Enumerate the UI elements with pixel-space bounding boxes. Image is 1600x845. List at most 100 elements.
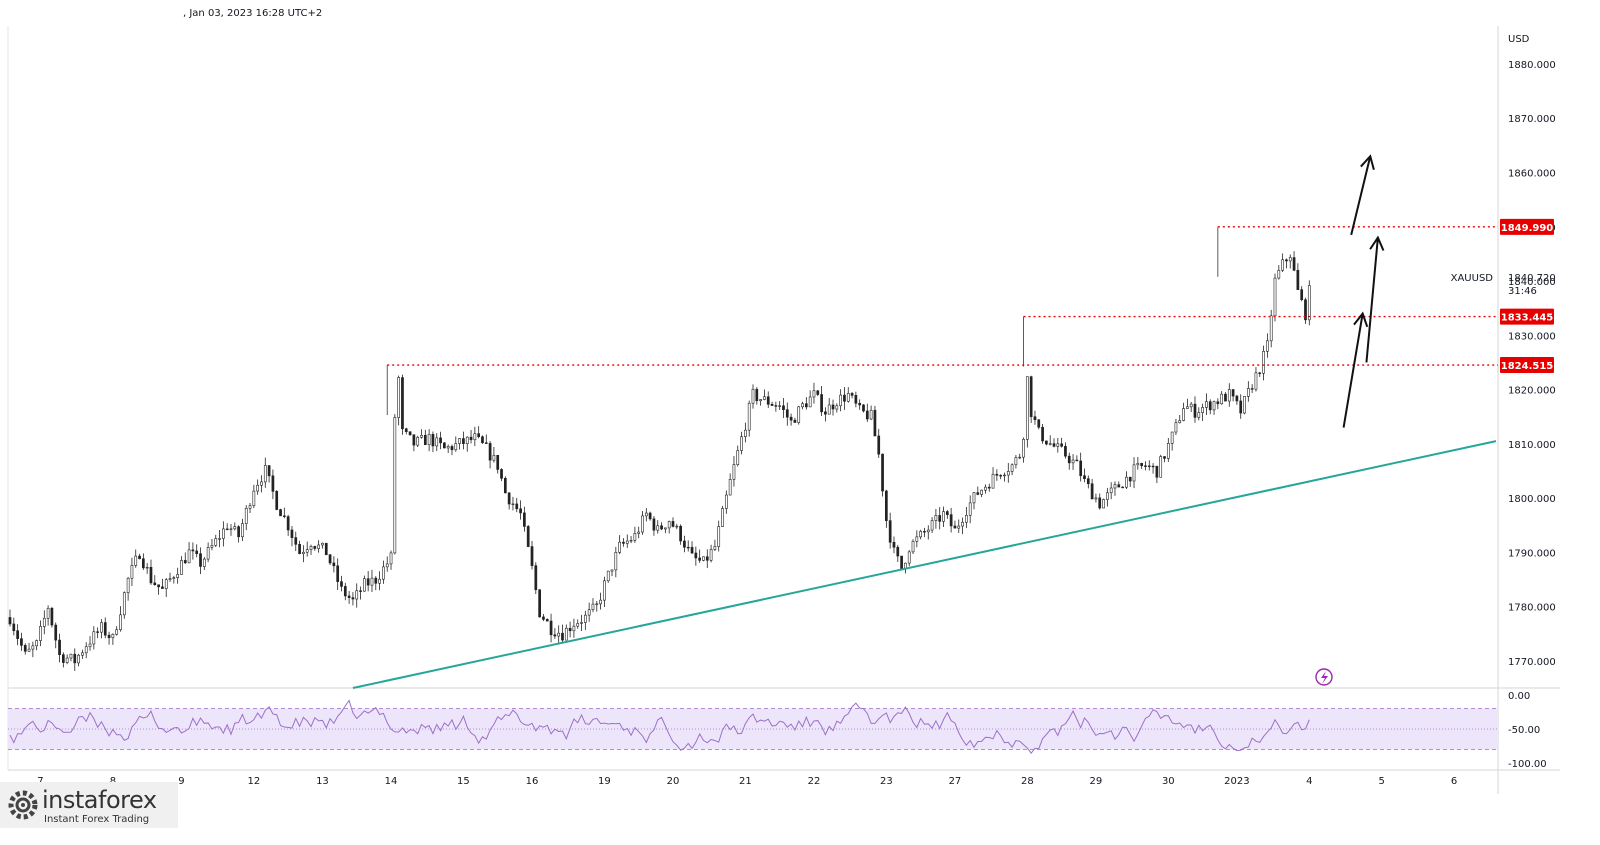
candlestick-series[interactable] bbox=[8, 251, 1311, 671]
upward-arrow[interactable] bbox=[1350, 154, 1375, 236]
candle-body bbox=[549, 620, 553, 636]
candle bbox=[843, 387, 846, 410]
candle-body bbox=[115, 629, 119, 635]
candle-body bbox=[945, 511, 949, 515]
candle-body bbox=[789, 416, 793, 421]
candle bbox=[450, 444, 454, 456]
candle bbox=[172, 575, 176, 584]
candle bbox=[233, 522, 237, 531]
candle-body bbox=[309, 546, 313, 550]
ascending-trendline[interactable] bbox=[352, 440, 1497, 689]
candle-body bbox=[336, 565, 340, 582]
candle bbox=[305, 541, 309, 557]
time-tick-label: 2023 bbox=[1224, 776, 1249, 787]
lightning-icon[interactable] bbox=[1315, 668, 1333, 686]
candle-body bbox=[1296, 269, 1300, 290]
candle bbox=[96, 627, 99, 639]
candle bbox=[907, 549, 911, 567]
candle-body bbox=[690, 546, 694, 554]
candle-body bbox=[1159, 456, 1163, 478]
candle-body bbox=[88, 643, 92, 648]
price-tag-label: 1824.515 bbox=[1501, 361, 1554, 372]
candle bbox=[618, 535, 621, 555]
candle bbox=[679, 524, 682, 545]
candle bbox=[263, 457, 267, 488]
candle bbox=[1109, 482, 1113, 500]
candle bbox=[473, 426, 477, 447]
candle-body bbox=[103, 622, 107, 636]
candle-body bbox=[938, 515, 942, 522]
lightning-bolt bbox=[1321, 671, 1328, 684]
candle-body bbox=[84, 646, 88, 654]
candle-body bbox=[683, 540, 686, 548]
price-tick-label: 1840.000 bbox=[1508, 277, 1556, 288]
candle-body bbox=[305, 549, 309, 553]
candle-body bbox=[458, 438, 461, 444]
candle-body bbox=[686, 546, 690, 549]
candle bbox=[69, 653, 73, 662]
candle-body bbox=[637, 531, 641, 534]
upward-arrow[interactable] bbox=[1342, 311, 1369, 428]
candle bbox=[164, 578, 168, 597]
candle-body bbox=[191, 549, 195, 552]
candle bbox=[1300, 286, 1304, 302]
candle bbox=[39, 620, 42, 647]
upward-arrow[interactable] bbox=[1365, 235, 1385, 363]
candle bbox=[698, 549, 702, 563]
candle bbox=[580, 614, 583, 632]
candle-body bbox=[980, 489, 983, 495]
candle-body bbox=[290, 529, 294, 538]
candle bbox=[1094, 493, 1098, 503]
arrow-shaft bbox=[1350, 155, 1372, 236]
candle bbox=[835, 403, 839, 413]
candle bbox=[187, 542, 191, 564]
candle-body bbox=[526, 526, 530, 547]
candle bbox=[1098, 493, 1102, 510]
candle-body bbox=[854, 395, 858, 404]
candle-body bbox=[351, 597, 355, 600]
candle-body bbox=[885, 490, 888, 521]
candle bbox=[389, 550, 393, 570]
candle-body bbox=[1186, 406, 1189, 409]
candle bbox=[976, 486, 980, 496]
price-tick-label: 1830.000 bbox=[1508, 331, 1556, 342]
candle-body bbox=[953, 525, 957, 529]
candle-body bbox=[949, 514, 953, 527]
candle bbox=[279, 508, 282, 517]
candle bbox=[1235, 394, 1239, 405]
candle-body bbox=[81, 652, 84, 656]
time-tick-label: 5 bbox=[1379, 776, 1385, 787]
candle bbox=[27, 643, 31, 652]
candle bbox=[65, 654, 69, 665]
candle-body bbox=[378, 578, 381, 584]
candle bbox=[526, 524, 530, 548]
candle bbox=[229, 524, 233, 536]
candle bbox=[332, 556, 336, 573]
candle bbox=[854, 391, 858, 408]
candle bbox=[1277, 265, 1281, 280]
rsi-line[interactable] bbox=[9, 699, 1310, 754]
candle-body bbox=[229, 528, 233, 530]
candle bbox=[1155, 465, 1159, 484]
candle-body bbox=[583, 614, 587, 623]
candle bbox=[298, 540, 301, 555]
candle-body bbox=[126, 577, 130, 593]
candle-body bbox=[1182, 408, 1185, 421]
candle-body bbox=[1083, 475, 1086, 480]
candle-body bbox=[271, 475, 275, 492]
candle bbox=[1292, 251, 1296, 272]
candle-body bbox=[404, 428, 408, 432]
candle bbox=[980, 489, 983, 498]
candle bbox=[237, 525, 240, 543]
candle bbox=[1086, 475, 1090, 489]
candle-body bbox=[987, 486, 991, 489]
candle-body bbox=[35, 640, 39, 647]
time-tick-label: 30 bbox=[1162, 776, 1175, 787]
candle bbox=[492, 446, 496, 463]
candle bbox=[1025, 376, 1029, 448]
candle-body bbox=[54, 624, 58, 641]
candle-body bbox=[187, 549, 191, 564]
candle-body bbox=[858, 402, 862, 406]
candle bbox=[46, 605, 50, 626]
